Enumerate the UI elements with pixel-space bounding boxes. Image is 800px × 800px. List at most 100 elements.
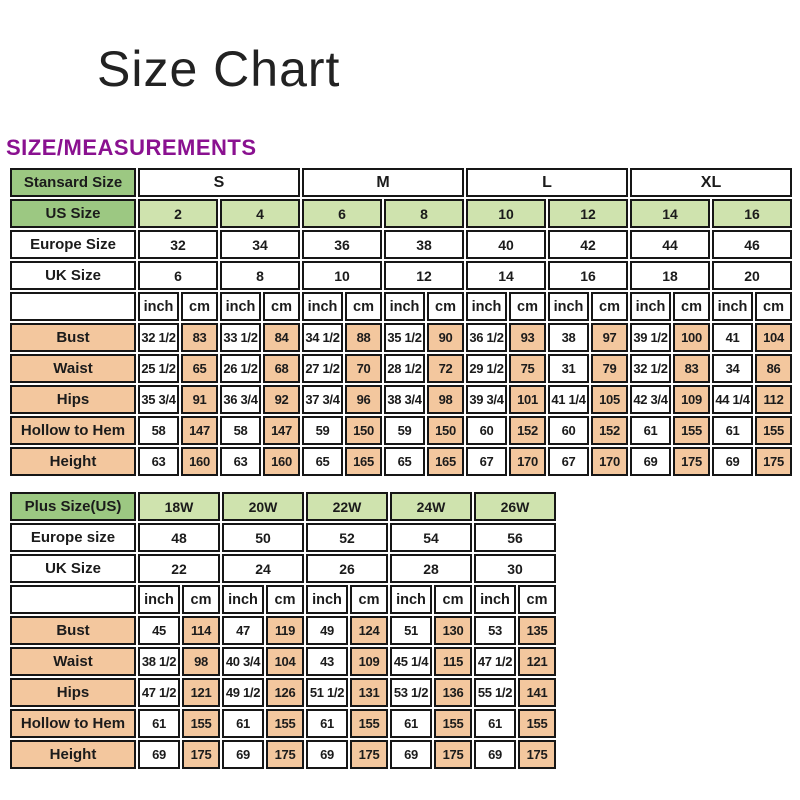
table-cell: 26W [474,492,556,521]
table-cell: 175 [182,740,220,769]
table-cell: 121 [182,678,220,707]
table-cell: cm [350,585,388,614]
table-cell: 84 [263,323,300,352]
table-cell: 49 1/2 [222,678,264,707]
table-row: UK Size 6 8 10 12 14 16 18 20 [10,261,792,290]
standard-size-table: Stansard Size S M L XL US Size 2 4 6 8 10 12 14 16 Eur… [8,166,794,478]
table-cell: 79 [591,354,628,383]
row-label: Hollow to Hem [10,416,136,445]
table-cell: 165 [345,447,382,476]
table-cell: 152 [591,416,628,445]
table-cell: 175 [266,740,304,769]
table-cell: 135 [518,616,556,645]
table-cell: 34 [712,354,753,383]
table-cell: 52 [306,523,388,552]
table-cell: 115 [434,647,472,676]
table-cell: cm [434,585,472,614]
table-cell: 109 [350,647,388,676]
table-cell: 36 1/2 [466,323,507,352]
table-cell: 147 [263,416,300,445]
table-cell: 16 [712,199,792,228]
row-label: Plus Size(US) [10,492,136,521]
table-row: Hips 35 3/4 91 36 3/4 92 37 3/4 96 38 3/4 98 39 3… [10,385,792,414]
table-cell: 65 [384,447,425,476]
table-cell: 160 [263,447,300,476]
table-cell: 121 [518,647,556,676]
table-cell: 69 [712,447,753,476]
table-cell: 10 [466,199,546,228]
table-cell: 56 [474,523,556,552]
table-cell: 47 1/2 [138,678,180,707]
table-cell: 26 1/2 [220,354,261,383]
table-cell: 32 1/2 [138,323,179,352]
row-label: Hips [10,678,136,707]
table-cell: 22 [138,554,220,583]
table-cell: inch [302,292,343,321]
table-cell: 30 [474,554,556,583]
table-row: Europe size 48 50 52 54 56 [10,523,556,552]
table-cell: 47 [222,616,264,645]
table-cell: 44 1/4 [712,385,753,414]
table-cell: 59 [384,416,425,445]
row-label: UK Size [10,261,136,290]
table-cell: 8 [220,261,300,290]
table-cell: 40 [466,230,546,259]
table-cell: 69 [222,740,264,769]
table-row: Plus Size(US) 18W 20W 22W 24W 26W [10,492,556,521]
table-cell: 39 3/4 [466,385,507,414]
table-cell: 18W [138,492,220,521]
table-cell: 12 [548,199,628,228]
table-cell: 2 [138,199,218,228]
table-cell: 96 [345,385,382,414]
table-cell: 83 [181,323,218,352]
table-cell: 58 [220,416,261,445]
table-cell: 67 [466,447,507,476]
table-cell: 92 [263,385,300,414]
row-label: Bust [10,323,136,352]
table-cell: 41 [712,323,753,352]
row-label: Europe size [10,523,136,552]
table-row: Europe Size 32 34 36 38 40 42 44 46 [10,230,792,259]
table-cell: 65 [302,447,343,476]
table-cell: 38 3/4 [384,385,425,414]
table-cell: 35 1/2 [384,323,425,352]
table-cell: 48 [138,523,220,552]
table-cell: 105 [591,385,628,414]
table-cell: cm [181,292,218,321]
table-cell: 72 [427,354,464,383]
table-row: Hollow to Hem 61 155 61 155 61 155 61 155 61 155 [10,709,556,738]
table-cell: 60 [466,416,507,445]
table-cell: 6 [302,199,382,228]
table-cell: 54 [390,523,472,552]
row-label: Waist [10,354,136,383]
table-row: Hips 47 1/2 121 49 1/2 126 51 1/2 131 53 1/2 136… [10,678,556,707]
table-cell: 69 [138,740,180,769]
table-cell: inch [712,292,753,321]
table-cell: 14 [466,261,546,290]
table-cell: 34 [220,230,300,259]
table-cell: 100 [673,323,710,352]
table-cell: 175 [518,740,556,769]
table-row: Height 69 175 69 175 69 175 69 175 69 175 [10,740,556,769]
table-cell: 86 [755,354,792,383]
section-heading: SIZE/MEASUREMENTS [6,135,257,160]
table-cell: 155 [673,416,710,445]
table-cell: 101 [509,385,546,414]
table-cell: 41 1/4 [548,385,589,414]
table-cell: 63 [220,447,261,476]
table-cell: 33 1/2 [220,323,261,352]
table-cell: 8 [384,199,464,228]
table-cell: 22W [306,492,388,521]
table-cell: 45 1/4 [390,647,432,676]
table-cell: 46 [712,230,792,259]
table-cell: 98 [427,385,464,414]
row-label: UK Size [10,554,136,583]
table-cell: 61 [138,709,180,738]
row-label: Waist [10,647,136,676]
table-cell: 112 [755,385,792,414]
table-cell: 98 [182,647,220,676]
table-cell: inch [548,292,589,321]
row-label: Europe Size [10,230,136,259]
row-label: Hips [10,385,136,414]
table-cell: 83 [673,354,710,383]
